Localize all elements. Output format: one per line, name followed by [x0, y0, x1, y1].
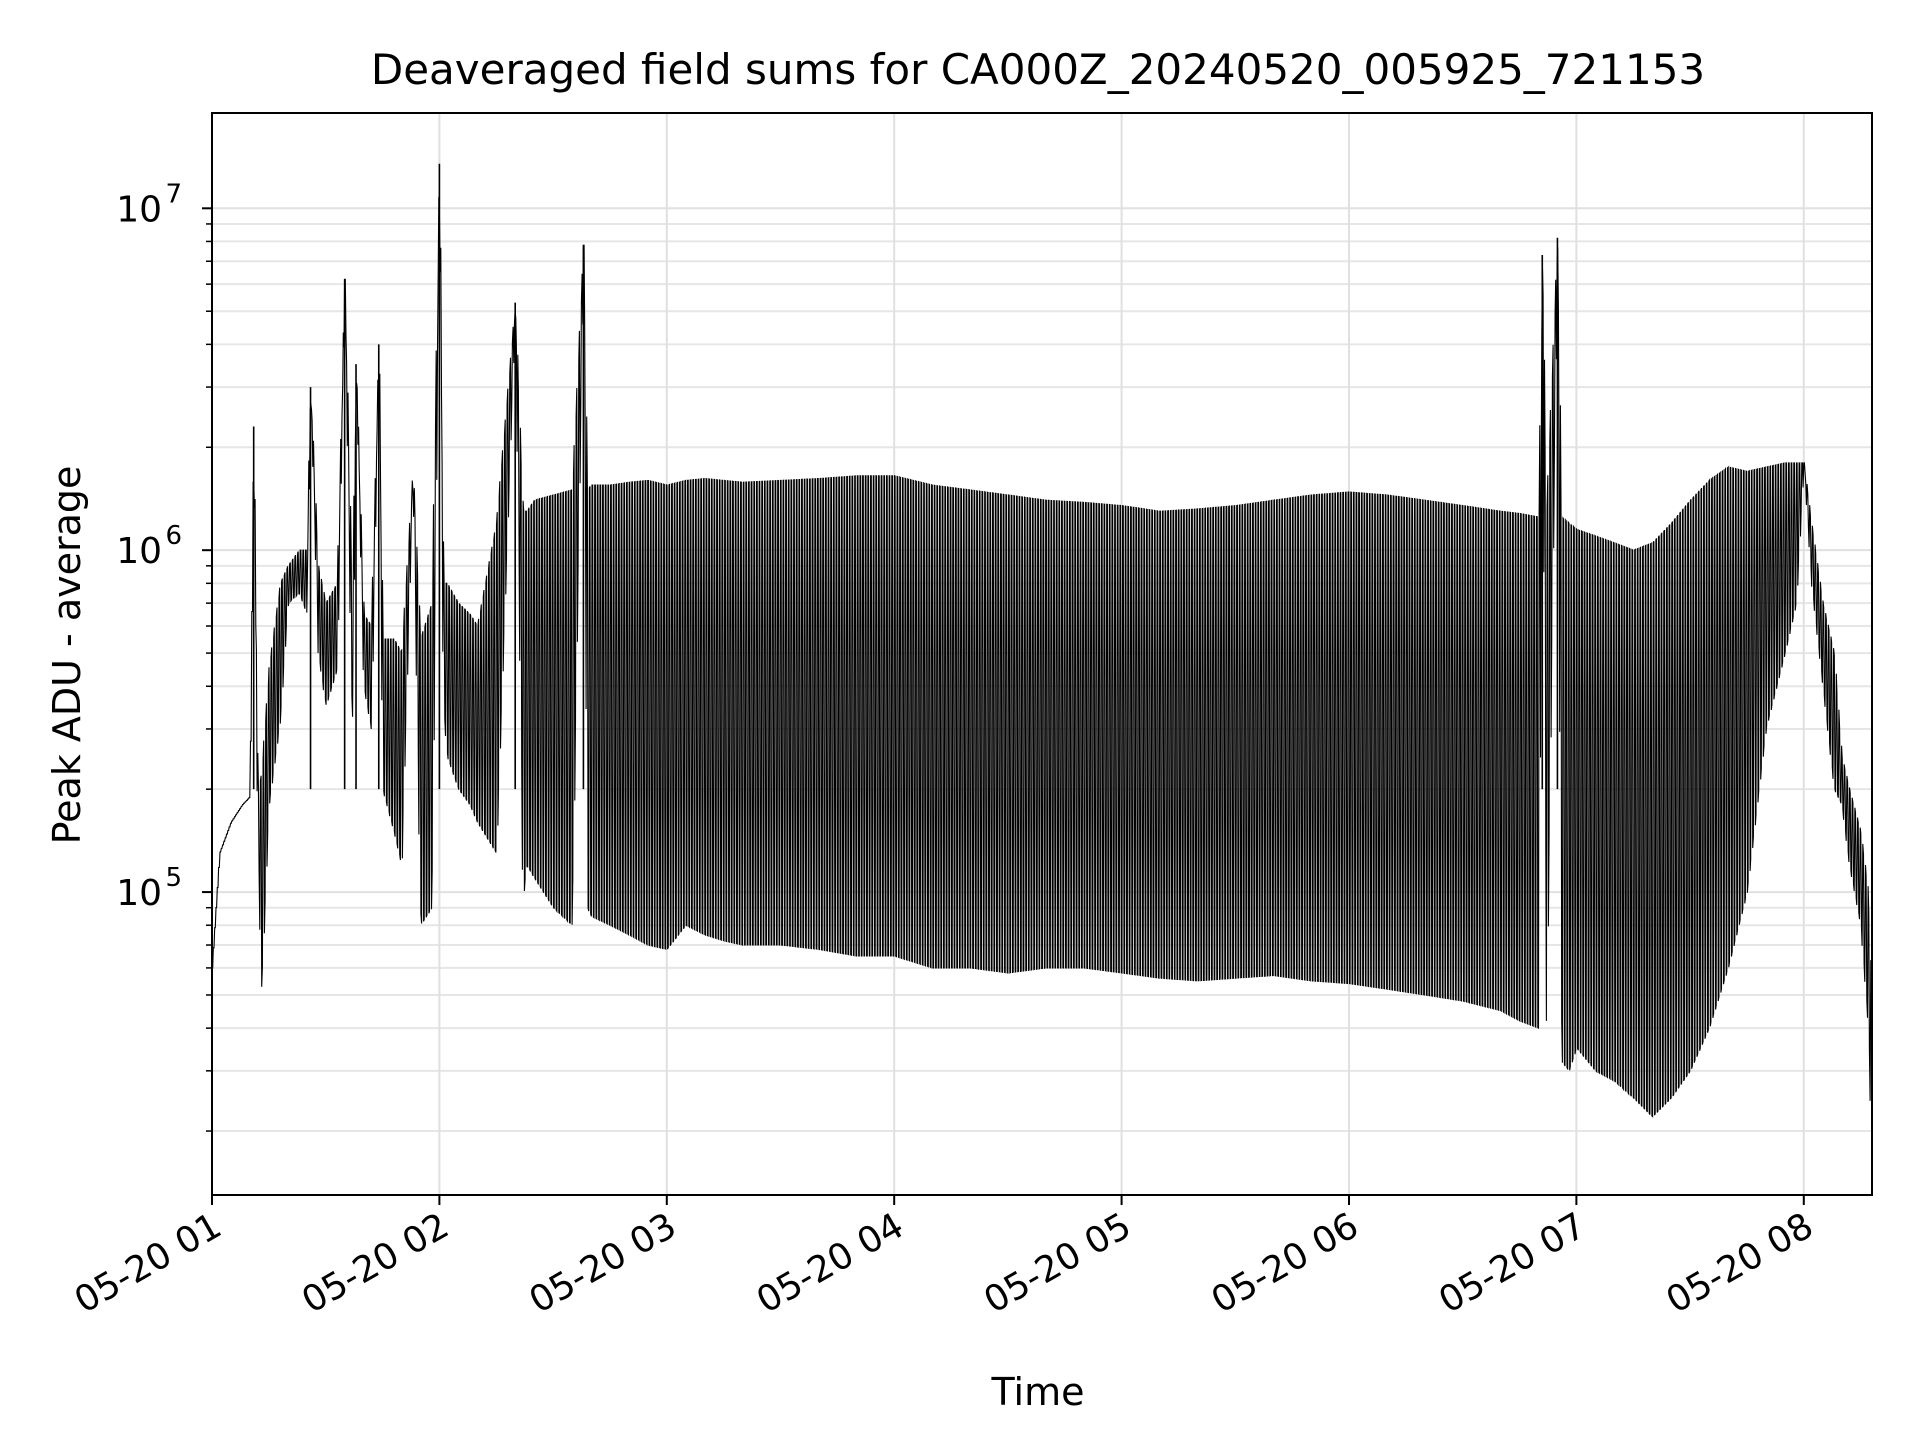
chart-title: Deaveraged field sums for CA000Z_2024052… [371, 45, 1705, 94]
data-layer [212, 163, 1872, 1152]
y-tick-label: 10 7 [116, 179, 182, 230]
x-tick-label: 05-20 06 [1205, 1205, 1366, 1321]
y-tick-label: 10 6 [116, 521, 182, 572]
y-tick-exponent: 5 [165, 863, 182, 893]
x-axis-label: Time [991, 1370, 1085, 1414]
y-tick-exponent: 7 [165, 179, 182, 209]
y-tick-base: 10 [116, 873, 162, 914]
y-axis-label: Peak ADU - average [45, 466, 89, 845]
x-tick-label: 05-20 07 [1432, 1205, 1593, 1321]
y-tick-label: 10 5 [116, 863, 182, 914]
x-tick-label: 05-20 01 [68, 1205, 229, 1321]
y-tick-base: 10 [116, 531, 162, 572]
x-tick-label: 05-20 03 [523, 1205, 684, 1321]
x-tick-label: 05-20 08 [1660, 1205, 1821, 1321]
series-line [212, 196, 1872, 1152]
x-tick-label: 05-20 05 [977, 1205, 1138, 1321]
x-tick-label: 05-20 04 [750, 1205, 911, 1321]
y-tick-exponent: 6 [165, 521, 182, 551]
x-tick-label: 05-20 02 [295, 1205, 456, 1321]
plot-frame [211, 112, 1873, 1196]
y-tick-base: 10 [116, 189, 162, 230]
series-group [212, 163, 1872, 1152]
